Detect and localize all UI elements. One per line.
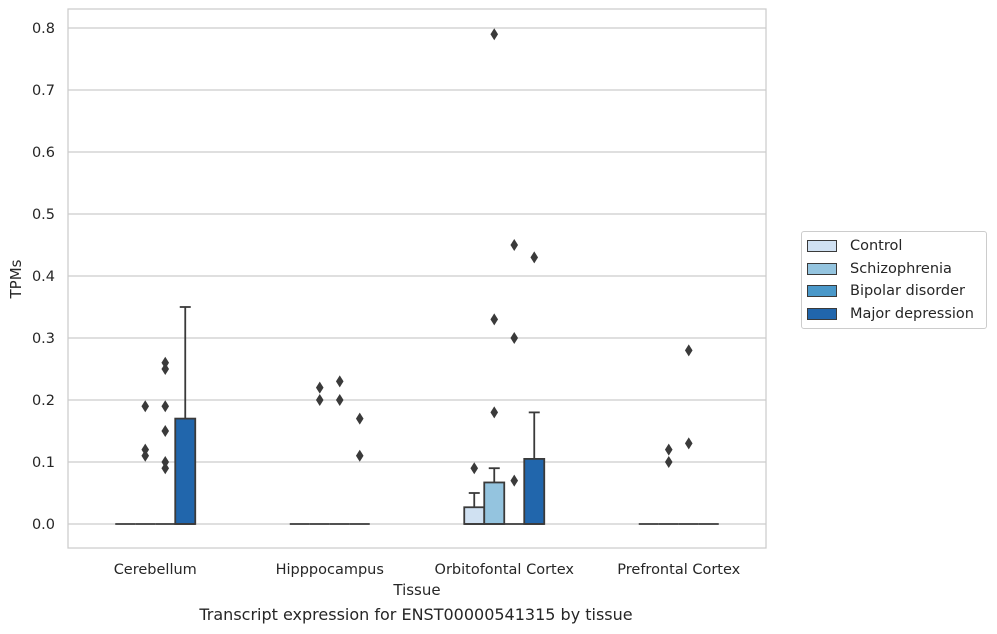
outlier-point bbox=[161, 462, 170, 475]
legend-item-control: Control bbox=[802, 235, 986, 258]
legend-swatch bbox=[807, 262, 837, 275]
y-axis-label: TPMs bbox=[7, 259, 25, 299]
box bbox=[483, 481, 506, 525]
y-tick-labels: 0.0 0.1 0.2 0.3 0.4 0.5 0.6 0.7 0.8 bbox=[32, 21, 55, 533]
outlier-point bbox=[490, 28, 499, 41]
outlier-point bbox=[315, 394, 324, 406]
outlier-point bbox=[470, 462, 479, 475]
y-tick-label: 0.7 bbox=[32, 83, 55, 99]
outlier-point bbox=[335, 375, 344, 388]
legend-item-schizophrenia: Schizophrenia bbox=[802, 258, 986, 281]
legend-item-major-depression: Major depression bbox=[802, 303, 986, 326]
outlier-point bbox=[161, 363, 170, 375]
legend: Control Schizophrenia Bipolar disorder M… bbox=[801, 231, 987, 329]
y-tick-label: 0.3 bbox=[32, 331, 55, 347]
y-tick-label: 0.4 bbox=[32, 269, 55, 285]
outlier-point bbox=[510, 239, 519, 251]
outlier-point bbox=[161, 356, 170, 369]
chart-caption: Transcript expression for ENST0000054131… bbox=[199, 605, 633, 624]
outlier-point bbox=[684, 344, 693, 357]
legend-swatch bbox=[807, 240, 837, 253]
outlier-point bbox=[141, 443, 150, 456]
y-tick-label: 0.1 bbox=[32, 455, 55, 471]
y-tick-label: 0.2 bbox=[32, 393, 55, 409]
legend-item-bipolar-disorder: Bipolar disorder bbox=[802, 280, 986, 303]
gridlines bbox=[68, 27, 766, 525]
outlier-point bbox=[355, 412, 364, 425]
outlier-point bbox=[490, 313, 499, 326]
x-tick-label: Prefrontal Cortex bbox=[617, 562, 740, 578]
legend-label: Schizophrenia bbox=[850, 260, 952, 277]
y-tick-label: 0.5 bbox=[32, 207, 55, 223]
y-tick-label: 0.0 bbox=[32, 517, 55, 533]
outlier-point bbox=[161, 400, 170, 413]
x-axis-label: Tissue bbox=[392, 581, 440, 599]
outlier-point bbox=[684, 437, 693, 450]
legend-label: Bipolar disorder bbox=[850, 283, 965, 300]
outlier-point bbox=[315, 381, 324, 394]
legend-swatch bbox=[807, 307, 837, 320]
outlier-point bbox=[530, 251, 539, 264]
outlier-point bbox=[161, 456, 170, 468]
outlier-point bbox=[510, 474, 519, 487]
outlier-point bbox=[141, 449, 150, 462]
outlier-point bbox=[161, 425, 170, 437]
outlier-point bbox=[355, 449, 364, 462]
outlier-point bbox=[335, 394, 344, 406]
outlier-point bbox=[664, 443, 673, 456]
legend-label: Major depression bbox=[850, 305, 974, 322]
y-tick-label: 0.6 bbox=[32, 145, 55, 161]
x-tick-label: Cerebellum bbox=[114, 562, 197, 578]
legend-swatch bbox=[807, 285, 837, 298]
x-tick-label: Orbitofontal Cortex bbox=[435, 562, 575, 578]
box-plot-series bbox=[115, 28, 719, 525]
outlier-point bbox=[510, 332, 519, 344]
plot-frame bbox=[67, 8, 767, 549]
outlier-point bbox=[490, 406, 499, 419]
box bbox=[463, 506, 486, 525]
x-tick-label: Hipppocampus bbox=[276, 562, 384, 578]
x-tick-labels: Cerebellum Hipppocampus Orbitofontal Corte… bbox=[114, 562, 741, 578]
outlier-point bbox=[664, 456, 673, 468]
legend-label: Control bbox=[850, 238, 903, 255]
y-tick-label: 0.8 bbox=[32, 21, 55, 37]
outlier-point bbox=[141, 400, 150, 413]
box bbox=[523, 457, 546, 525]
box bbox=[174, 417, 197, 525]
